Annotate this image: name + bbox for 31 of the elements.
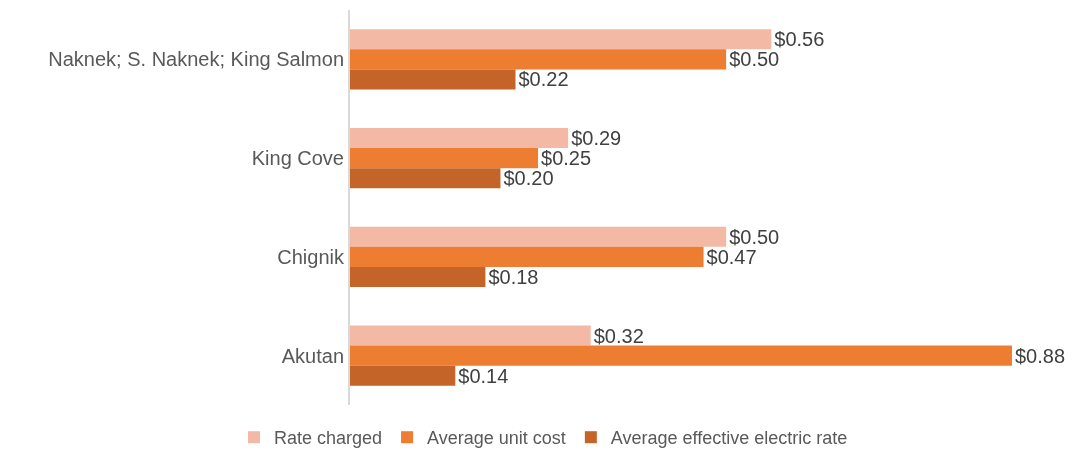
bar bbox=[350, 69, 516, 90]
data-label: $0.32 bbox=[593, 324, 644, 347]
y-tick-label: Chignik bbox=[277, 245, 345, 268]
data-label: $0.14 bbox=[458, 364, 509, 387]
data-label: $0.47 bbox=[706, 245, 757, 268]
data-label: $0.29 bbox=[571, 127, 622, 150]
data-label: $0.25 bbox=[541, 147, 592, 170]
bar bbox=[350, 345, 1012, 366]
bar bbox=[350, 226, 727, 247]
bar bbox=[350, 266, 486, 287]
legend-label: Average effective electric rate bbox=[610, 428, 848, 449]
bar bbox=[350, 49, 727, 70]
data-label: $0.22 bbox=[518, 68, 569, 91]
y-tick-label: Akutan bbox=[281, 344, 344, 367]
bar bbox=[350, 365, 456, 386]
bar bbox=[350, 29, 772, 50]
data-label: $0.18 bbox=[488, 265, 539, 288]
bar bbox=[350, 325, 591, 346]
bar bbox=[350, 148, 539, 169]
legend-label: Rate charged bbox=[274, 428, 383, 449]
data-label: $0.50 bbox=[729, 48, 780, 71]
bar bbox=[350, 246, 704, 267]
y-tick-label: Naknek; S. Naknek; King Salmon bbox=[48, 48, 344, 71]
bar bbox=[350, 128, 569, 149]
y-tick-label: King Cove bbox=[251, 147, 344, 170]
legend-label: Average unit cost bbox=[427, 428, 566, 449]
data-label: $0.88 bbox=[1015, 344, 1066, 367]
bar bbox=[350, 168, 501, 189]
data-label: $0.50 bbox=[729, 225, 780, 248]
data-label: $0.20 bbox=[503, 167, 554, 190]
data-label: $0.56 bbox=[774, 28, 825, 51]
